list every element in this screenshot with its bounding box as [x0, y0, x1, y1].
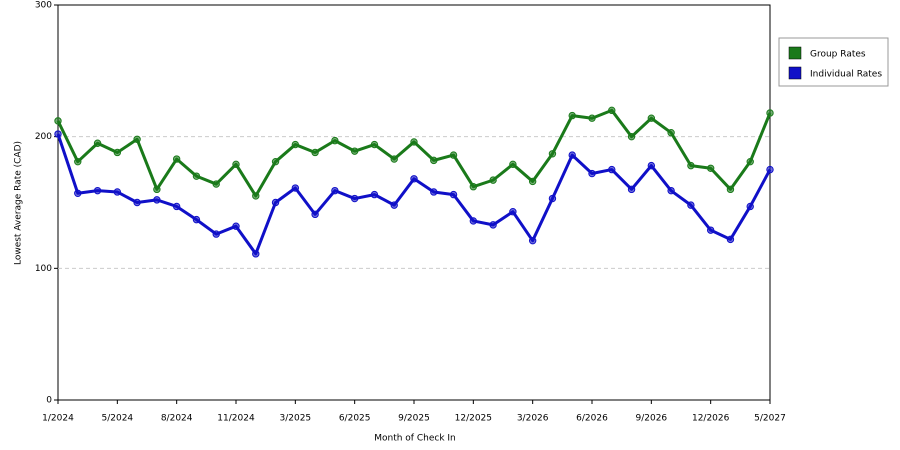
data-point — [608, 106, 616, 115]
data-point — [430, 156, 438, 165]
data-point — [390, 155, 398, 163]
data-point — [746, 202, 754, 211]
data-point — [113, 188, 122, 196]
data-point — [489, 176, 497, 184]
data-point — [746, 157, 754, 166]
data-point — [548, 150, 557, 158]
data-point — [687, 161, 695, 170]
data-point — [766, 109, 774, 117]
data-point — [726, 185, 735, 194]
data-point — [153, 185, 161, 194]
data-point — [331, 136, 339, 145]
data-point — [271, 198, 280, 207]
data-point — [568, 111, 576, 120]
x-tick-label: 6/2025 — [339, 414, 371, 424]
x-axis-label: Month of Check In — [374, 434, 456, 444]
data-point — [568, 151, 576, 159]
data-point — [588, 114, 596, 122]
plot-area — [57, 4, 771, 401]
legend-label: Individual Rates — [810, 70, 882, 80]
data-point — [153, 196, 161, 204]
y-axis-label: Lowest Average Rate (CAD) — [14, 141, 24, 265]
data-point — [687, 201, 695, 209]
x-tick-label: 8/2024 — [161, 414, 193, 424]
data-point — [350, 194, 359, 203]
data-point — [528, 177, 537, 186]
y-tick-label: 100 — [35, 264, 52, 274]
y-tick-label: 0 — [46, 396, 52, 406]
x-tick-label: 6/2026 — [576, 414, 608, 424]
data-point — [172, 155, 181, 163]
x-tick-label: 5/2024 — [101, 414, 133, 424]
data-point — [113, 148, 122, 157]
x-tick-label: 9/2025 — [398, 414, 430, 424]
data-point — [172, 202, 181, 211]
data-point — [608, 165, 616, 174]
data-point — [291, 184, 300, 192]
data-point — [430, 188, 438, 196]
data-point — [509, 160, 517, 169]
data-point — [647, 114, 656, 122]
x-tick-label: 1/2024 — [42, 414, 74, 424]
data-point — [410, 138, 418, 146]
data-point — [726, 235, 735, 244]
legend-swatch — [788, 66, 802, 80]
data-point — [54, 130, 62, 138]
y-tick-label: 300 — [35, 1, 52, 11]
data-point — [588, 169, 596, 178]
data-point — [449, 190, 458, 199]
data-point — [627, 185, 636, 194]
data-point — [489, 221, 497, 229]
y-tick-label: 200 — [35, 132, 52, 142]
data-point — [766, 165, 774, 174]
data-point — [528, 236, 537, 245]
data-point — [212, 230, 220, 238]
legend-label: Group Rates — [810, 50, 866, 60]
data-point — [291, 140, 300, 149]
data-point — [706, 164, 715, 172]
data-point — [706, 226, 715, 234]
data-point — [232, 160, 240, 169]
data-point — [252, 192, 260, 200]
data-point — [74, 189, 82, 197]
data-point — [311, 148, 319, 157]
x-tick-label: 12/2026 — [692, 414, 730, 424]
data-point — [667, 129, 675, 137]
x-tick-label: 3/2025 — [279, 414, 311, 424]
legend-swatch — [788, 46, 802, 60]
data-point — [192, 172, 201, 180]
data-point — [311, 210, 319, 219]
data-point — [93, 186, 102, 195]
data-point — [390, 201, 398, 209]
data-point — [548, 194, 557, 203]
data-point — [74, 157, 82, 166]
data-point — [627, 132, 636, 141]
data-point — [93, 139, 102, 147]
data-point — [647, 161, 656, 170]
data-point — [350, 147, 359, 155]
x-tick-label: 12/2025 — [455, 414, 492, 424]
data-point — [212, 180, 220, 188]
data-point — [370, 140, 379, 149]
x-tick-label: 11/2024 — [217, 414, 255, 424]
x-tick-label: 9/2026 — [635, 414, 667, 424]
data-point — [252, 250, 260, 258]
x-tick-label: 5/2027 — [754, 414, 786, 424]
data-point — [667, 186, 675, 195]
data-point — [232, 222, 240, 230]
data-point — [271, 157, 280, 166]
data-point — [370, 190, 379, 199]
data-point — [469, 217, 478, 225]
data-point — [133, 135, 141, 144]
data-point — [192, 215, 201, 224]
data-point — [54, 117, 62, 125]
data-point — [410, 175, 418, 183]
data-point — [449, 151, 458, 159]
data-point — [509, 208, 517, 216]
data-point — [469, 183, 478, 191]
x-tick-label: 3/2026 — [517, 414, 549, 424]
data-point — [133, 198, 141, 207]
data-point — [331, 186, 339, 195]
